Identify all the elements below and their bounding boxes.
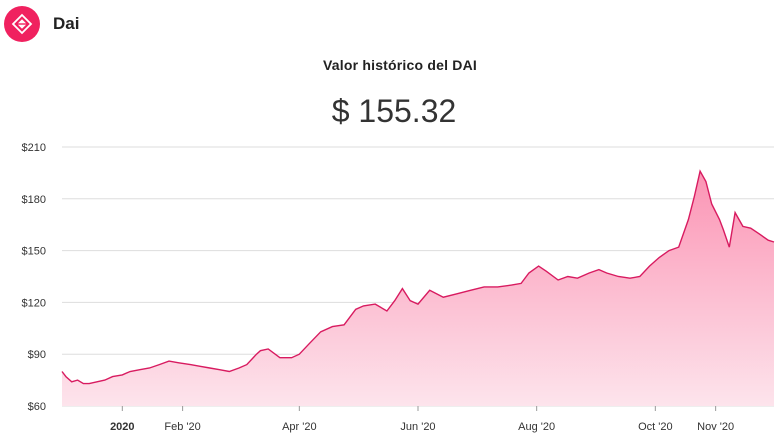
y-tick-label: $210 (22, 142, 46, 154)
x-tick-label: Feb '20 (164, 421, 200, 433)
current-price: $ 155.32 (331, 93, 457, 129)
y-tick-label: $60 (28, 401, 46, 413)
coin-header: Dai (4, 4, 79, 44)
x-tick-label: Nov '20 (697, 421, 734, 433)
y-tick-label: $150 (22, 246, 46, 258)
dai-logo-icon (4, 6, 40, 42)
price-area (62, 171, 774, 406)
coin-name: Dai (53, 14, 80, 33)
chart-title: Valor histórico del DAI (323, 57, 477, 73)
y-tick-label: $180 (22, 194, 46, 206)
x-tick-label: Jun '20 (400, 421, 435, 433)
price-line (61, 169, 775, 385)
x-axis-ticks: 2020 Feb '20 Apr '20 Jun '20 Aug '20 Oct '20 N… (110, 406, 734, 433)
x-tick-label: Aug '20 (518, 421, 555, 433)
y-tick-label: $120 (22, 297, 46, 309)
x-tick-label: Oct '20 (638, 421, 673, 433)
x-tick-label: 2020 (110, 421, 134, 433)
y-axis-ticks: $60 $90 $120 $150 $180 $210 (22, 142, 46, 413)
x-tick-label: Apr '20 (282, 421, 317, 433)
y-tick-label: $90 (28, 349, 46, 361)
